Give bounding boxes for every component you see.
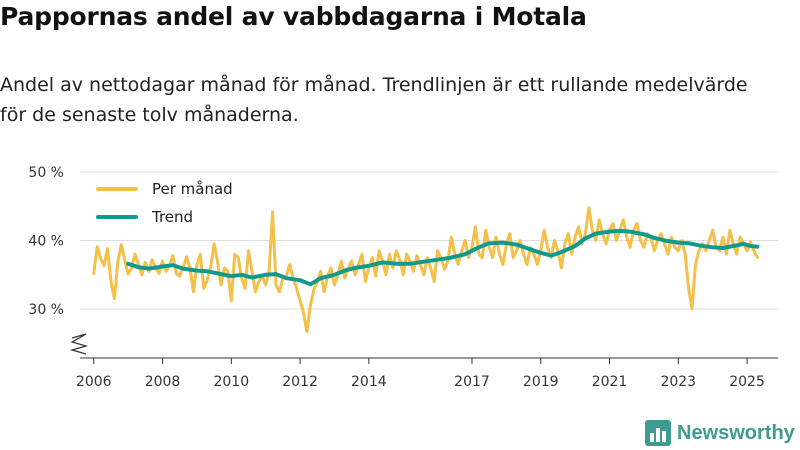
y-tick-label: 40 % bbox=[28, 234, 64, 250]
chart-subtitle: Andel av nettodagar månad för månad. Tre… bbox=[0, 74, 748, 126]
x-tick-label: 2017 bbox=[454, 374, 490, 390]
legend-label: Trend bbox=[151, 208, 193, 226]
legend: Per månad Trend bbox=[96, 180, 233, 226]
axis-break-icon bbox=[69, 333, 89, 355]
series-line-trend bbox=[126, 228, 760, 287]
series-lines bbox=[92, 206, 760, 334]
legend-label: Per månad bbox=[152, 180, 233, 198]
x-tick-label: 2019 bbox=[523, 374, 559, 390]
brand-name: Newsworthy bbox=[677, 421, 795, 444]
bar-chart-icon bbox=[645, 420, 671, 446]
brand-logo: Newsworthy bbox=[645, 420, 795, 446]
x-tick-label: 2021 bbox=[592, 374, 628, 390]
x-tick-label: 2008 bbox=[145, 374, 181, 390]
x-tick-label: 2014 bbox=[351, 374, 387, 390]
chart-title: Pappornas andel av vabbdagarna i Motala bbox=[0, 2, 587, 31]
x-tick-label: 2012 bbox=[282, 374, 318, 390]
y-tick-label: 50 % bbox=[28, 165, 64, 181]
x-tick-label: 2023 bbox=[660, 374, 696, 390]
x-tick-label: 2010 bbox=[213, 374, 249, 390]
axes: 30 % 40 % 50 % 2006 2008 2010 2012 2014 2017 2019… bbox=[28, 165, 778, 390]
x-tick-label: 2025 bbox=[729, 374, 765, 390]
y-tick-label: 30 % bbox=[28, 302, 64, 318]
x-tick-label: 2006 bbox=[76, 374, 112, 390]
